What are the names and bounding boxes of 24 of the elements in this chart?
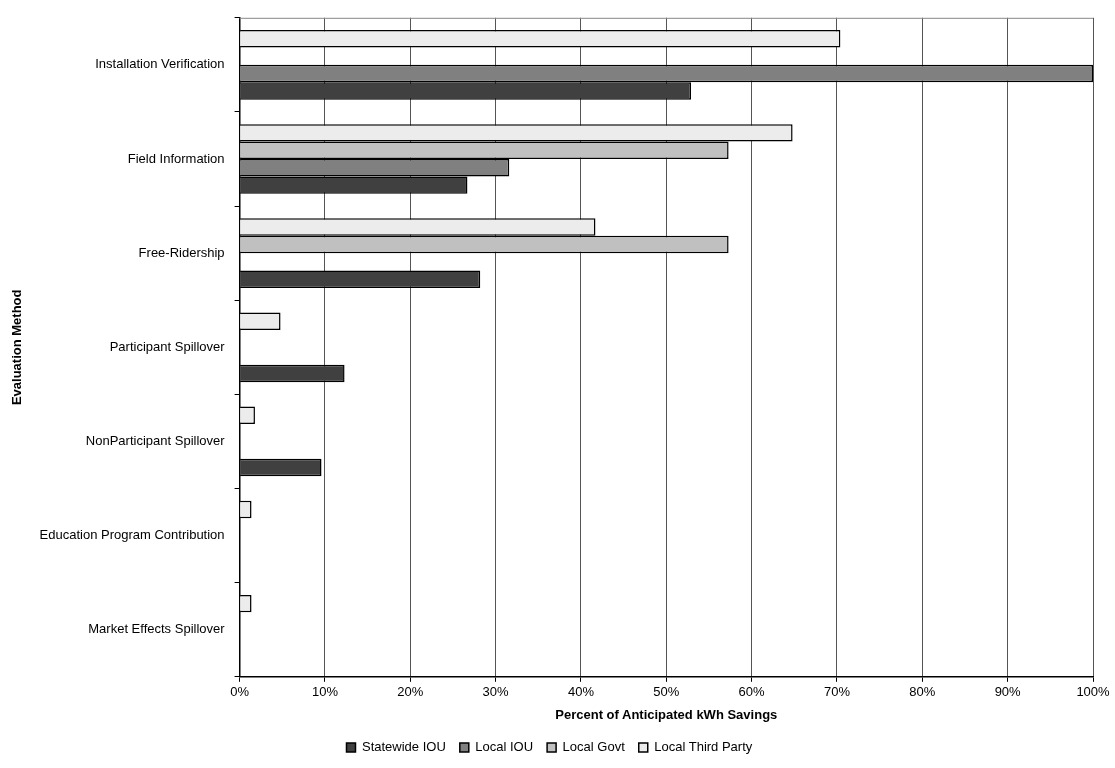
x-tick-label: 70% <box>823 684 851 700</box>
y-tick-label: Installation Verification <box>95 56 225 72</box>
x-tick-label: 80% <box>909 684 936 700</box>
y-tick-label: Field Information <box>127 150 225 166</box>
legend-label: Statewide IOU <box>361 739 446 755</box>
y-tick-label: Participant Spillover <box>109 338 226 354</box>
legend-label: Local Third Party <box>654 739 753 755</box>
y-tick-label: NonParticipant Spillover <box>85 433 226 449</box>
x-tick-label: 10% <box>311 684 339 700</box>
x-tick-label: 40% <box>567 684 595 700</box>
y-tick-label: Free-Ridership <box>138 244 225 260</box>
legend-label: Local IOU <box>475 739 534 755</box>
y-tick-label: Education Program Contribution <box>39 527 225 543</box>
x-tick-label: 30% <box>482 684 510 700</box>
y-tick-label: Market Effects Spillover <box>88 621 226 637</box>
x-tick-label: 50% <box>653 684 680 700</box>
x-tick-label: 0% <box>230 684 250 700</box>
x-axis-title: Percent of Anticipated kWh Savings <box>555 706 778 722</box>
y-axis-title: Evaluation Method <box>9 289 25 406</box>
x-tick-label: 60% <box>738 684 766 700</box>
x-tick-label: 20% <box>397 684 424 700</box>
x-tick-label: 100% <box>1076 684 1111 700</box>
x-tick-label: 90% <box>994 684 1022 700</box>
legend-label: Local Govt <box>562 739 626 755</box>
